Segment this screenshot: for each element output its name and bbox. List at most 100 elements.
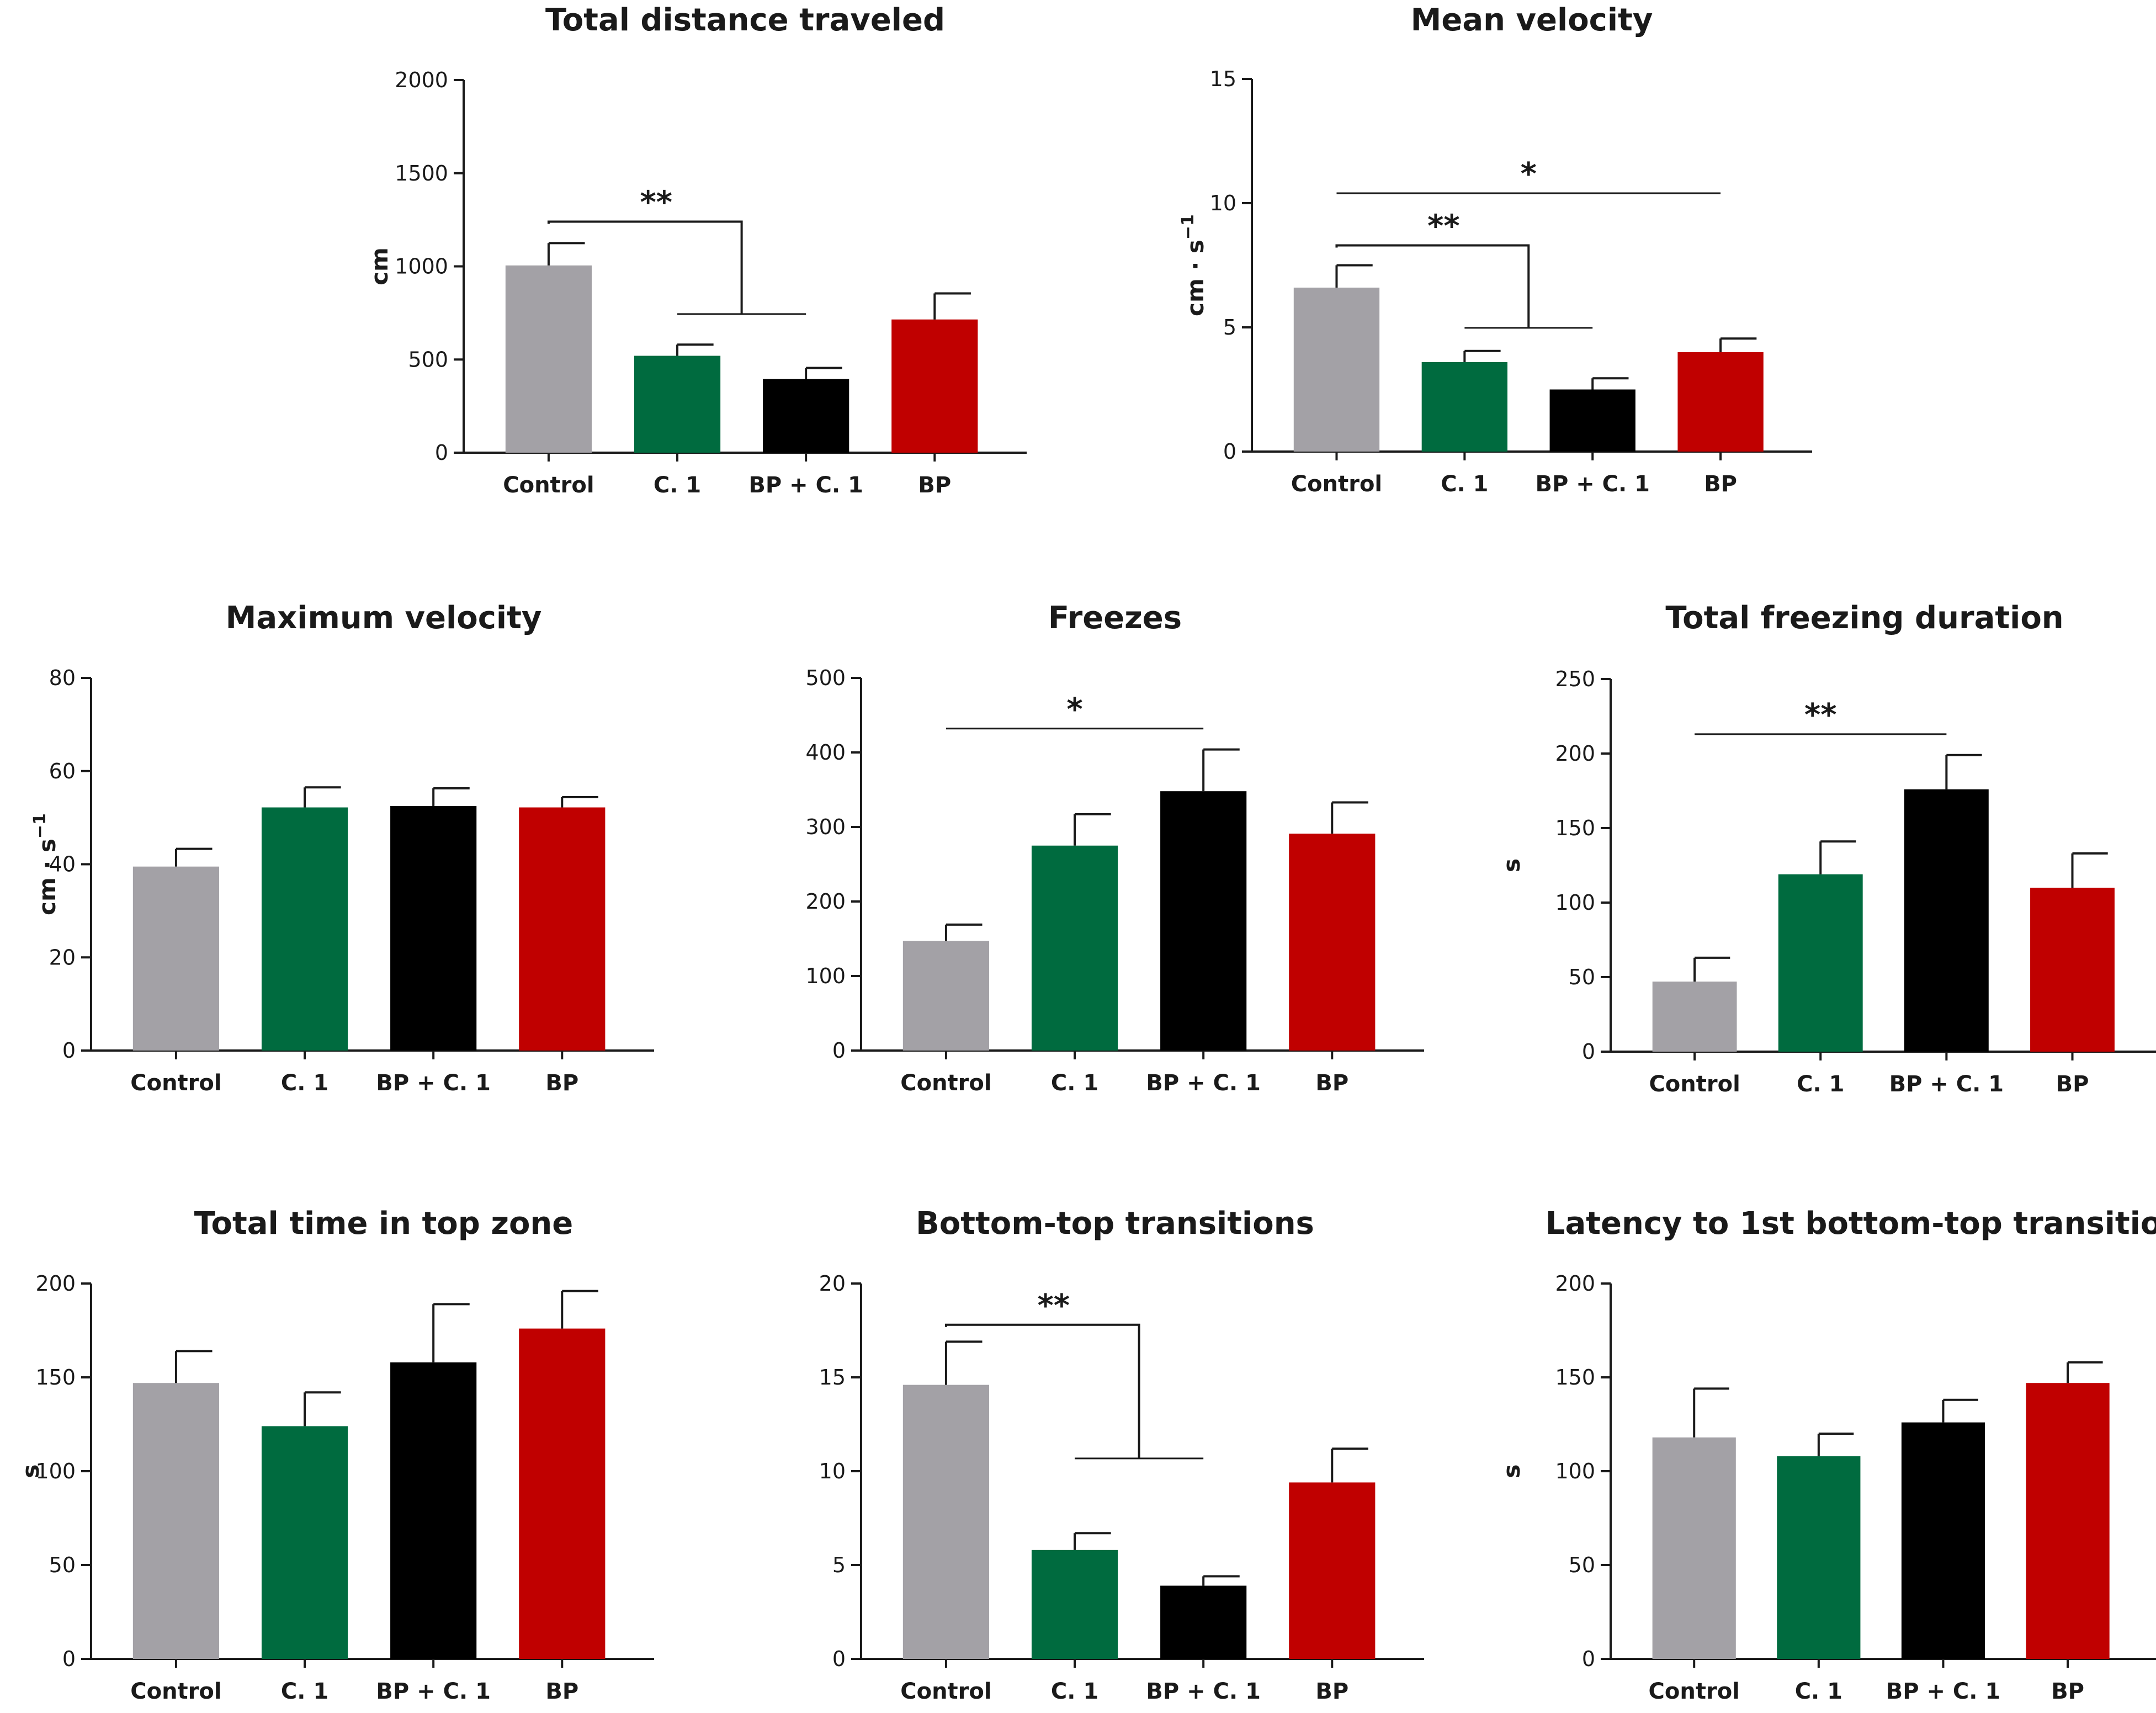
x-tick-label-control: Control: [900, 1070, 991, 1096]
y-tick-label: 10: [1210, 191, 1236, 215]
y-tick-label: 10: [819, 1459, 846, 1483]
bar-bp-c-1: [390, 1362, 477, 1659]
significance-marker: **: [1037, 1288, 1070, 1324]
chart-title: Total freezing duration: [1665, 600, 2063, 636]
x-tick-label-control: Control: [1649, 1072, 1740, 1097]
y-tick-label: 0: [832, 1038, 846, 1063]
bar-control: [132, 866, 220, 1051]
bar-control: [902, 941, 990, 1051]
bar-c-1: [1031, 845, 1118, 1051]
x-tick-label-bp-c-1: BP + C. 1: [748, 473, 863, 498]
x-tick-label-bp-c-1: BP + C. 1: [1146, 1679, 1260, 1704]
bar-control: [1293, 288, 1380, 452]
x-tick-label-c-1: C. 1: [1051, 1679, 1098, 1704]
x-tick-label-control: Control: [130, 1679, 221, 1704]
x-tick-label-control: Control: [503, 473, 594, 498]
y-tick-label: 15: [819, 1365, 846, 1390]
bar-c-1: [1777, 1456, 1861, 1659]
y-tick-label: 1000: [395, 254, 448, 279]
bar-bp-c-1: [1904, 789, 1989, 1052]
y-tick-label: 100: [805, 964, 846, 988]
y-tick-label: 250: [1555, 667, 1595, 691]
x-tick-label-control: Control: [1649, 1679, 1740, 1704]
y-tick-label: 20: [819, 1271, 846, 1296]
y-tick-label: 300: [805, 815, 846, 839]
y-tick-label: 0: [1582, 1040, 1595, 1064]
y-tick-label: 200: [1555, 741, 1595, 766]
bar-bp-c-1: [390, 806, 477, 1051]
significance-marker: *: [1521, 156, 1537, 192]
y-tick-label: 150: [35, 1365, 76, 1390]
chart-title: Latency to 1st bottom-top transition: [1546, 1206, 2156, 1242]
y-tick-label: 1500: [395, 161, 448, 185]
chart-title: Maximum velocity: [226, 600, 542, 636]
y-tick-label: 80: [49, 666, 76, 690]
x-tick-label-bp: BP: [545, 1679, 578, 1704]
x-tick-label-bp-c-1: BP + C. 1: [1886, 1679, 2000, 1704]
x-tick-label-bp: BP: [2056, 1072, 2089, 1097]
y-tick-label: 100: [1555, 890, 1595, 915]
y-tick-label: 100: [35, 1459, 76, 1483]
x-tick-label-c-1: C. 1: [1795, 1679, 1842, 1704]
bar-bp: [2026, 1383, 2110, 1659]
y-tick-label: 0: [832, 1647, 846, 1671]
significance-bracket: [547, 220, 743, 314]
bar-control: [505, 265, 592, 453]
y-axis-label-exponent: −1: [30, 813, 50, 839]
x-tick-label-c-1: C. 1: [1051, 1070, 1098, 1096]
y-tick-label: 5: [832, 1553, 846, 1577]
y-tick-label: 0: [1223, 439, 1236, 464]
y-tick-label: 500: [408, 347, 448, 372]
bar-c-1: [634, 356, 721, 453]
y-tick-label: 400: [805, 740, 846, 765]
significance-bracket: [944, 1323, 1140, 1459]
bar-c-1: [1421, 362, 1508, 452]
y-axis-label: s: [1498, 1465, 1525, 1478]
y-tick-label: 150: [1555, 816, 1595, 840]
y-tick-label: 0: [1582, 1647, 1595, 1671]
y-axis-label: cm: [366, 247, 393, 285]
significance-marker: *: [1066, 692, 1082, 728]
y-axis-label: cm · s−1: [1178, 214, 1209, 316]
x-tick-label-control: Control: [130, 1070, 221, 1096]
bar-control: [1652, 982, 1737, 1052]
y-tick-label: 100: [1555, 1459, 1595, 1483]
x-tick-label-bp: BP: [2051, 1679, 2084, 1704]
bar-bp: [519, 807, 606, 1051]
x-tick-label-c-1: C. 1: [281, 1070, 328, 1096]
bar-bp: [519, 1328, 606, 1659]
y-axis-label: cm · s−1: [30, 813, 61, 915]
chart-title: Total time in top zone: [194, 1206, 573, 1242]
x-tick-label-bp: BP: [1704, 471, 1737, 497]
x-tick-label-control: Control: [900, 1679, 991, 1704]
bar-bp: [2030, 888, 2115, 1052]
significance-bracket: [1335, 244, 1530, 328]
panel-total-distance: Total distance traveled 0 500 1000 1500 2000 c…: [366, 2, 1027, 498]
y-tick-label: 40: [49, 852, 76, 877]
panel-total-freezing-duration: Total freezing duration 0 50 100 150 200 250 s C…: [1498, 600, 2156, 1097]
x-tick-label-bp: BP: [545, 1070, 578, 1096]
x-tick-label-bp: BP: [1315, 1679, 1348, 1704]
y-tick-label: 5: [1223, 315, 1236, 340]
x-tick-label-c-1: C. 1: [654, 473, 701, 498]
y-tick-label: 200: [35, 1271, 76, 1296]
significance-marker: **: [640, 185, 672, 221]
bar-bp: [1289, 1482, 1376, 1659]
bar-bp-c-1: [1549, 389, 1635, 452]
y-tick-label: 50: [49, 1553, 76, 1577]
significance-marker: **: [1804, 697, 1837, 733]
x-tick-label-bp: BP: [1315, 1070, 1348, 1096]
bar-control: [1652, 1437, 1736, 1659]
x-tick-label-control: Control: [1291, 471, 1382, 497]
bar-bp: [891, 319, 978, 453]
panel-freezes: Freezes 0 100 200 300 400 500 Control C. 1 BP + C…: [805, 600, 1424, 1096]
x-tick-label-bp-c-1: BP + C. 1: [1889, 1072, 2004, 1097]
bar-bp: [1289, 834, 1376, 1051]
y-tick-label: 500: [805, 666, 846, 690]
significance-marker: **: [1427, 209, 1460, 245]
y-tick-label: 2000: [395, 68, 448, 92]
bar-bp-c-1: [1160, 791, 1247, 1051]
bar-c-1: [261, 807, 348, 1051]
panel-mean-velocity: Mean velocity 0 5 10 15 cm · s−1 Control C. 1 BP…: [1178, 2, 1812, 497]
